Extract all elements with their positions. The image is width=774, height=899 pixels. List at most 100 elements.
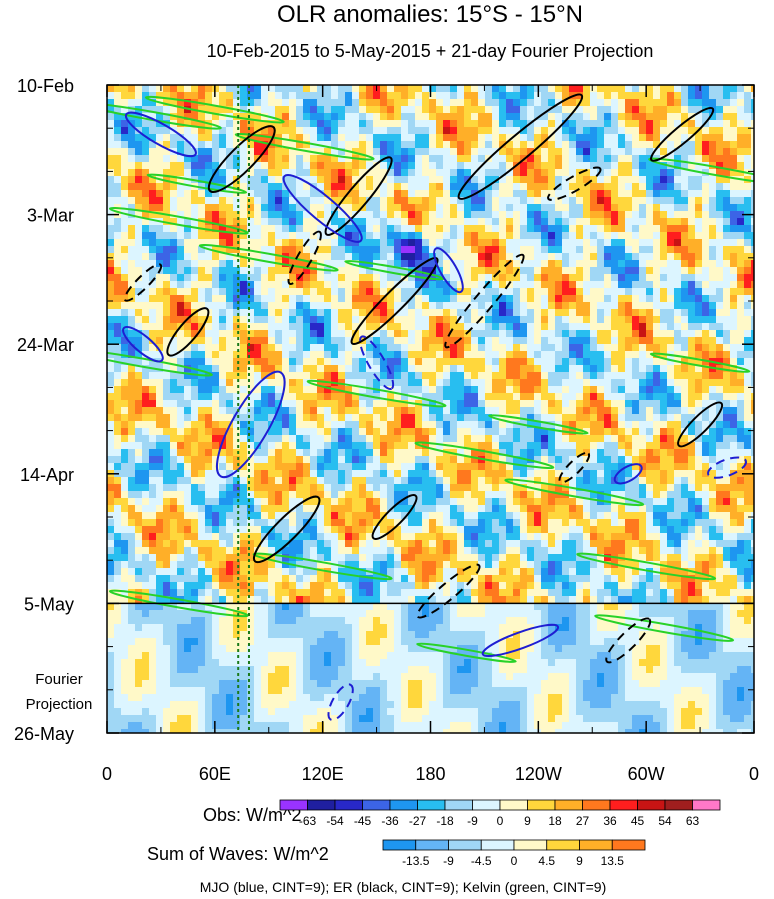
field-cell xyxy=(170,365,178,373)
field-cell xyxy=(198,386,206,394)
field-cell xyxy=(751,435,754,443)
field-cell xyxy=(177,218,185,226)
field-cell xyxy=(135,435,143,443)
field-cell xyxy=(576,155,584,163)
field-cell xyxy=(485,99,493,107)
field-cell xyxy=(520,407,528,415)
field-cell xyxy=(716,274,724,282)
field-cell xyxy=(618,274,626,282)
field-cell xyxy=(261,379,269,387)
field-cell xyxy=(569,358,577,366)
field-cell xyxy=(562,344,570,352)
field-cell xyxy=(310,232,318,240)
field-cell xyxy=(387,428,395,436)
field-cell xyxy=(345,302,353,310)
field-cell xyxy=(422,456,430,464)
field-cell xyxy=(422,365,430,373)
field-cell xyxy=(520,288,528,296)
field-cell xyxy=(205,456,213,464)
field-cell xyxy=(471,134,479,142)
field-cell xyxy=(597,232,605,240)
field-cell xyxy=(338,435,346,443)
field-cell xyxy=(422,295,430,303)
field-cell xyxy=(177,183,185,191)
field-cell xyxy=(548,428,556,436)
field-cell xyxy=(345,316,353,324)
field-cell xyxy=(653,239,661,247)
field-cell xyxy=(597,386,605,394)
field-cell xyxy=(618,302,626,310)
field-cell xyxy=(415,183,423,191)
field-cell xyxy=(569,260,577,268)
field-cell xyxy=(457,456,465,464)
field-cell xyxy=(114,148,122,156)
field-cell xyxy=(730,225,738,233)
field-cell xyxy=(513,106,521,114)
field-cell xyxy=(177,414,185,422)
field-cell xyxy=(289,211,297,219)
field-cell xyxy=(492,428,500,436)
field-cell xyxy=(226,176,234,184)
field-cell xyxy=(247,351,255,359)
field-cell xyxy=(695,190,703,198)
field-cell xyxy=(506,253,514,261)
field-cell xyxy=(730,204,738,212)
field-cell xyxy=(744,99,752,107)
field-cell xyxy=(128,337,136,345)
field-cell xyxy=(520,204,528,212)
field-cell xyxy=(457,337,465,345)
field-cell xyxy=(128,204,136,212)
field-cell xyxy=(121,365,129,373)
field-cell xyxy=(723,225,731,233)
field-cell xyxy=(541,106,549,114)
field-cell xyxy=(611,393,619,401)
field-cell xyxy=(429,295,437,303)
field-cell xyxy=(702,295,710,303)
field-cell xyxy=(716,281,724,289)
field-cell xyxy=(604,99,612,107)
field-cell xyxy=(716,295,724,303)
field-cell xyxy=(744,344,752,352)
field-cell xyxy=(506,190,514,198)
field-cell xyxy=(401,393,409,401)
field-cell xyxy=(380,428,388,436)
field-cell xyxy=(282,225,290,233)
field-cell xyxy=(485,386,493,394)
field-cell xyxy=(695,386,703,394)
field-cell xyxy=(142,92,150,100)
field-cell xyxy=(352,407,360,415)
field-cell xyxy=(443,239,451,247)
field-cell xyxy=(492,323,500,331)
field-cell xyxy=(478,407,486,415)
field-cell xyxy=(261,330,269,338)
field-cell xyxy=(345,358,353,366)
field-cell xyxy=(597,316,605,324)
field-cell xyxy=(380,253,388,261)
field-cell xyxy=(107,176,115,184)
field-cell xyxy=(128,148,136,156)
field-cell xyxy=(443,197,451,205)
field-cell xyxy=(422,99,430,107)
field-cell xyxy=(443,414,451,422)
field-cell xyxy=(639,169,647,177)
field-cell xyxy=(625,232,633,240)
field-cell xyxy=(331,323,339,331)
field-cell xyxy=(268,379,276,387)
field-cell xyxy=(303,253,311,261)
field-cell xyxy=(114,134,122,142)
field-cell xyxy=(702,92,710,100)
field-cell xyxy=(359,148,367,156)
field-cell xyxy=(576,365,584,373)
field-cell xyxy=(212,232,220,240)
field-cell xyxy=(394,211,402,219)
field-cell xyxy=(233,120,241,128)
field-cell xyxy=(177,295,185,303)
field-cell xyxy=(436,169,444,177)
field-cell xyxy=(184,197,192,205)
field-cell xyxy=(702,134,710,142)
field-cell xyxy=(317,421,325,429)
field-cell xyxy=(723,351,731,359)
field-cell xyxy=(177,330,185,338)
field-cell xyxy=(380,85,388,93)
field-cell xyxy=(261,442,269,450)
